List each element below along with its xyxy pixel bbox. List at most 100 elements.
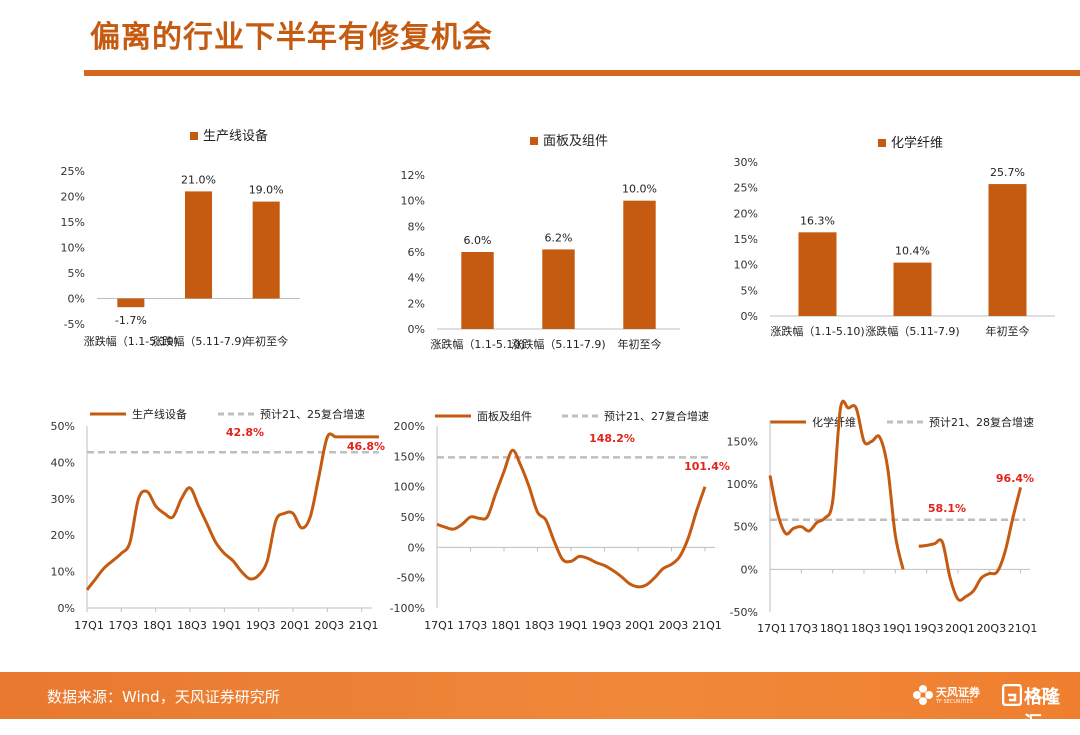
- value-annotation: 96.4%: [996, 472, 1034, 485]
- value-annotation: 58.1%: [928, 502, 966, 515]
- legend-label: 化学纤维: [812, 415, 856, 429]
- legend-swatch: [190, 132, 198, 140]
- legend-label: 生产线设备: [132, 407, 187, 421]
- data-label: 6.0%: [464, 234, 492, 247]
- legend-swatch: [530, 137, 538, 145]
- series-line: [85, 432, 379, 591]
- x-tick-label: 19Q1: [558, 619, 588, 632]
- x-tick-label: 20Q3: [315, 619, 345, 632]
- y-tick-label: 30%: [734, 156, 758, 169]
- y-tick-label: 50%: [734, 521, 758, 534]
- y-tick-label: -5%: [64, 318, 85, 331]
- category-label: 涨跌幅（5.11-7.9): [865, 324, 959, 338]
- x-tick-label: 19Q3: [246, 619, 276, 632]
- category-label: 年初至今: [244, 334, 288, 348]
- y-tick-label: 20%: [51, 529, 75, 542]
- bar-chart-fiber: 化学纤维 0% 5% 10% 15% 20% 25% 30% 16.3% 涨跌幅（1.1-5.10…: [734, 135, 1055, 338]
- data-label: 21.0%: [181, 173, 216, 186]
- y-tick-label: 0%: [58, 602, 75, 615]
- x-tick-label: 20Q3: [976, 622, 1006, 635]
- value-annotation: 148.2%: [589, 432, 635, 445]
- source-note: 数据来源：Wind，天风证券研究所: [47, 688, 280, 706]
- category-label: 涨跌幅（5.11-7.9): [511, 337, 605, 351]
- page-title: 偏离的行业下半年有修复机会: [90, 20, 493, 55]
- y-tick-label: 10%: [61, 242, 85, 255]
- x-tick-label: 17Q1: [74, 619, 104, 632]
- y-tick-label: 50%: [401, 511, 425, 524]
- y-tick-label: 0%: [408, 323, 425, 336]
- x-tick-label: 17Q3: [109, 619, 139, 632]
- x-tick-label: 18Q3: [851, 622, 881, 635]
- x-tick-label: 18Q1: [820, 622, 850, 635]
- y-tick-label: 6%: [408, 246, 425, 259]
- x-tick-label: 18Q1: [491, 619, 521, 632]
- y-tick-label: 20%: [734, 207, 758, 220]
- y-tick-label: 5%: [741, 284, 758, 297]
- y-tick-label: 0%: [68, 293, 85, 306]
- x-tick-label: 19Q3: [914, 622, 944, 635]
- value-annotation: 101.4%: [684, 460, 730, 473]
- y-tick-label: 150%: [727, 435, 758, 448]
- y-tick-label: 0%: [741, 563, 758, 576]
- category-label: 涨跌幅（1.1-5.10): [770, 324, 864, 338]
- bar-chart-equipment: 生产线设备 -5% 0% 5% 10% 15% 20% 25% -1.7% 涨跌幅（1.1-5.1…: [61, 128, 300, 348]
- page-number: 32: [1030, 684, 1051, 703]
- y-tick-label: 150%: [394, 450, 425, 463]
- y-tick-label: 100%: [727, 478, 758, 491]
- y-tick-label: 20%: [61, 191, 85, 204]
- title-rule: [84, 70, 1080, 76]
- y-tick-label: 100%: [394, 481, 425, 494]
- category-label: 涨跌幅（5.11-7.9): [151, 334, 245, 348]
- legend-label: 化学纤维: [891, 135, 943, 151]
- bar-chart-panel: 面板及组件 0% 2% 4% 6% 8% 10% 12% 6.0% 涨跌幅（1.1-5.10) 6.…: [401, 134, 680, 351]
- data-label: 25.7%: [990, 166, 1025, 179]
- data-label: 10.0%: [622, 183, 657, 196]
- y-tick-label: 30%: [51, 493, 75, 506]
- y-tick-label: 10%: [51, 566, 75, 579]
- x-tick-label: 18Q1: [143, 619, 173, 632]
- y-tick-label: 8%: [408, 220, 425, 233]
- bar: [623, 200, 656, 329]
- value-annotation: 42.8%: [226, 426, 264, 439]
- bar: [117, 298, 145, 308]
- legend-label: 预计21、27复合增速: [604, 409, 709, 423]
- category-label: 涨跌幅（1.1-5.10): [430, 337, 524, 351]
- y-tick-label: 50%: [51, 420, 75, 433]
- y-tick-label: 25%: [61, 165, 85, 178]
- series-line: [436, 448, 707, 589]
- x-tick-label: 20Q3: [659, 619, 689, 632]
- legend-label: 面板及组件: [543, 134, 608, 149]
- logo-flower-icon: [913, 685, 933, 705]
- x-tick-label: 21Q1: [1008, 622, 1038, 635]
- x-tick-label: 17Q1: [757, 622, 787, 635]
- value-annotation: 46.8%: [347, 440, 385, 453]
- y-tick-label: 25%: [734, 182, 758, 195]
- series-line: [918, 487, 1023, 602]
- line-chart-panel: 面板及组件 预计21、27复合增速 -100% -50% 0% 50% 100% 150% 20…: [390, 409, 730, 632]
- data-label: 16.3%: [800, 214, 835, 227]
- series-line: [768, 399, 905, 570]
- data-label: 6.2%: [545, 231, 573, 244]
- logo-text: 天风证券: [936, 686, 980, 699]
- bar: [542, 249, 575, 329]
- bar: [988, 184, 1027, 316]
- x-tick-label: 20Q1: [945, 622, 975, 635]
- x-tick-label: 19Q1: [212, 619, 242, 632]
- y-tick-label: -50%: [730, 606, 758, 619]
- bar: [893, 262, 932, 316]
- x-tick-label: 18Q3: [177, 619, 207, 632]
- x-tick-label: 21Q1: [692, 619, 722, 632]
- y-tick-label: 15%: [61, 216, 85, 229]
- company-logo: 天风证券 TF SECURITIES: [912, 682, 990, 710]
- x-tick-label: 18Q3: [525, 619, 555, 632]
- y-tick-label: 12%: [401, 169, 425, 182]
- x-tick-label: 17Q1: [424, 619, 454, 632]
- x-tick-label: 21Q1: [349, 619, 379, 632]
- x-tick-label: 19Q3: [592, 619, 622, 632]
- category-label: 年初至今: [618, 337, 662, 351]
- bar: [252, 201, 280, 299]
- watermark: 格隆汇: [1002, 680, 1074, 734]
- logo-subtext: TF SECURITIES: [936, 699, 973, 705]
- y-tick-label: -50%: [397, 572, 425, 585]
- y-tick-label: 15%: [734, 233, 758, 246]
